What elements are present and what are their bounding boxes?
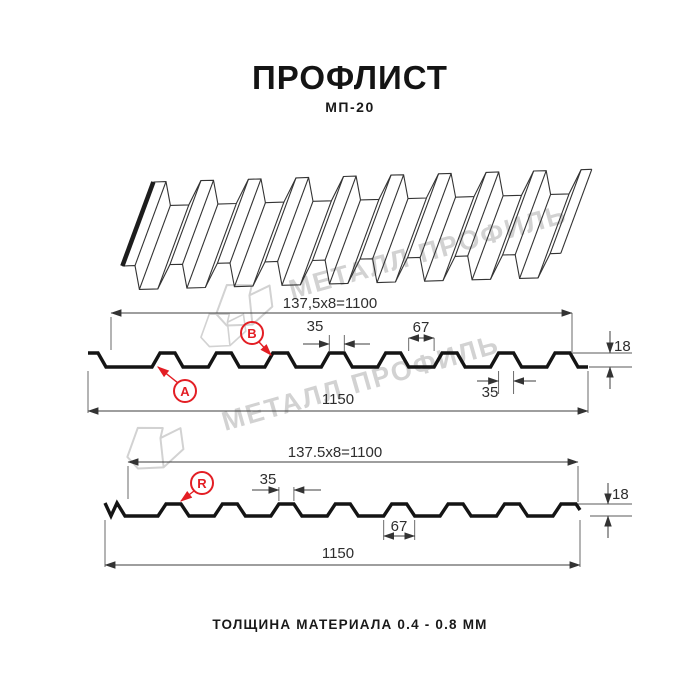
sheet-3d-rib-line	[489, 195, 523, 280]
callout-b-circle	[240, 321, 264, 345]
sheet-3d-rib-line	[519, 194, 552, 279]
dim-width-formula: 137.5x8=1100	[288, 444, 382, 461]
sheet-3d-rib-line	[407, 173, 440, 258]
sheet-3d-rib-line	[359, 174, 392, 260]
sheet-3d-rib-line	[229, 178, 262, 264]
sheet-3d-rib-line	[138, 205, 171, 290]
sheet-3d-rib-line	[204, 203, 237, 288]
dim-rib-top-width: 35	[260, 471, 277, 488]
sheet-3d-rib-line	[233, 202, 266, 287]
sheet-3d-rib-line	[281, 201, 314, 286]
sheet-3d-body	[122, 169, 592, 290]
sheet-3d-rib-line	[324, 175, 357, 261]
sheet-3d-rib-line	[299, 200, 332, 285]
callout-a-circle	[173, 379, 197, 403]
cross-section-top: 137,5x8=1100 35 67 18 35 1150 A B	[87, 295, 632, 415]
sheet-3d-rib-line	[502, 170, 535, 256]
sheet-3d-rib-line	[264, 177, 297, 263]
sheet-3d-rib-line	[328, 199, 362, 285]
sheet-3d-rib-line	[419, 173, 452, 258]
dim-valley-width: 67	[391, 518, 408, 535]
sheet-3d-rib-line	[514, 170, 547, 255]
sheet-3d-left-cut-edge	[120, 181, 156, 267]
sheet-3d-rib-line	[537, 193, 570, 279]
sheet-3d-rib-line	[181, 180, 215, 265]
product-model: МП-20	[325, 99, 375, 115]
sheet-3d-rib-line	[376, 198, 409, 283]
material-thickness-note: ТОЛЩИНА МАТЕРИАЛА 0.4 - 0.8 ММ	[212, 617, 488, 632]
callout-b-label: B	[247, 326, 256, 341]
dim-total-width: 1150	[322, 391, 354, 408]
sheet-3d-rib-line	[454, 172, 487, 257]
sheet-3d-rib-line	[347, 199, 380, 284]
dim-profile-height: 18	[614, 338, 631, 355]
dim-profile-height: 18	[612, 486, 629, 503]
profile-outline-top	[88, 351, 588, 369]
sheet-3d-rib-line	[424, 196, 457, 282]
sheet-3d-rib-line	[252, 201, 285, 287]
sheet-3d-rib-line	[442, 196, 475, 281]
callout-r-label: R	[197, 476, 207, 491]
sheet-3d-rib-line	[560, 169, 593, 254]
sheet-3d-rib-line	[372, 174, 405, 259]
sheet-3d-rib-line	[216, 179, 249, 264]
sheet-3d-rib-line	[157, 204, 190, 290]
dim-rib-bottom-width: 35	[482, 384, 499, 401]
page-title: ПРОФЛИСТ	[252, 59, 448, 96]
sheet-3d-rib-line	[134, 181, 167, 266]
callout-a-label: A	[180, 384, 190, 399]
profile-outline-bottom	[103, 499, 582, 521]
sheet-3d-rib-line	[169, 180, 202, 265]
dim-valley-width: 67	[413, 319, 430, 336]
cross-section-bottom: 137.5x8=1100 35 67 18 1150 R	[103, 444, 632, 569]
sheet-3d-rib-line	[467, 171, 500, 257]
sheet-3d-rib-line	[186, 203, 219, 289]
sheet-3d-far-edge	[153, 168, 592, 206]
sheet-3d-rib-line	[277, 177, 310, 262]
sheet-3d-rib-line	[549, 169, 582, 254]
metall-profil-logo-icon	[126, 426, 185, 470]
sheet-3d-near-edge	[122, 252, 561, 290]
sheet-3d-rib-line	[311, 176, 344, 261]
dim-rib-top-width: 35	[307, 318, 324, 335]
dim-width-formula: 137,5x8=1100	[283, 295, 377, 312]
sheet-3d-rib-line	[471, 195, 504, 280]
sheet-3d-rib-line	[394, 197, 427, 283]
callout-r-circle	[190, 471, 214, 495]
dim-total-width: 1150	[322, 545, 354, 562]
